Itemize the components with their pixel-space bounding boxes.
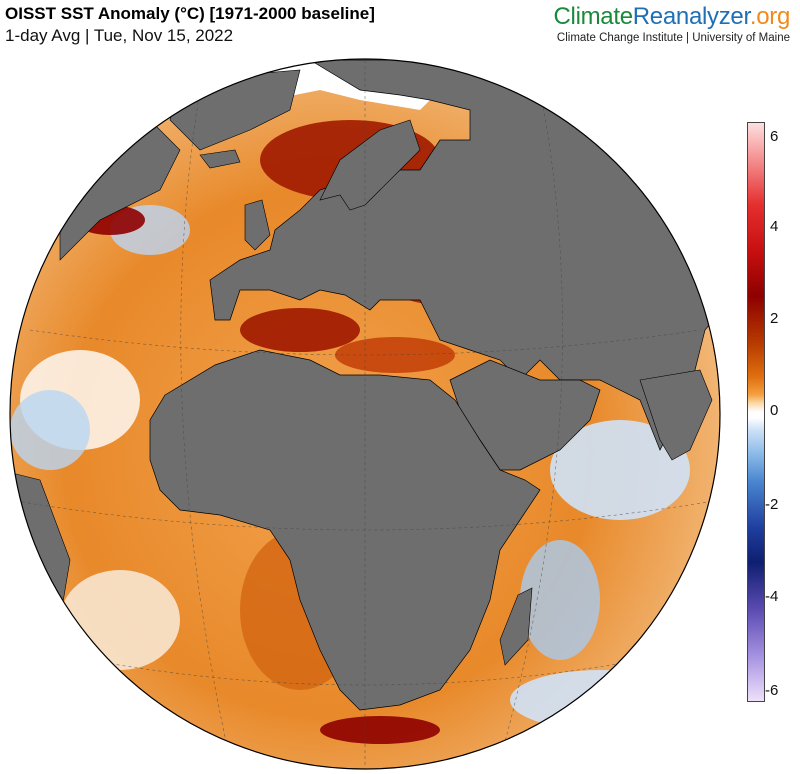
colorbar-tick: 4 <box>770 218 779 235</box>
colorbar-tick: -4 <box>765 588 779 605</box>
affiliation-text: Climate Change Institute | University of… <box>556 32 790 44</box>
brand-logo[interactable]: ClimateReanalyzer.org <box>554 3 791 31</box>
colorbar-tick: 0 <box>770 402 779 419</box>
globe-outline <box>9 58 721 770</box>
colorbar-tick: 2 <box>770 310 779 327</box>
eurasia-land <box>209 59 720 451</box>
colorbar-tick: 6 <box>770 128 779 145</box>
brand-part-reanalyzer: Reanalyzer <box>632 3 750 30</box>
map-subtitle: 1-day Avg | Tue, Nov 15, 2022 <box>5 26 234 45</box>
colorbar <box>747 122 765 702</box>
map-title: OISST SST Anomaly (°C) [1971-2000 baseli… <box>5 4 375 23</box>
colorbar-tick: -2 <box>765 496 779 513</box>
brand-part-climate: Climate <box>553 3 634 30</box>
brand-part-org: .org <box>749 3 790 30</box>
colorbar-tick: -6 <box>765 682 779 699</box>
